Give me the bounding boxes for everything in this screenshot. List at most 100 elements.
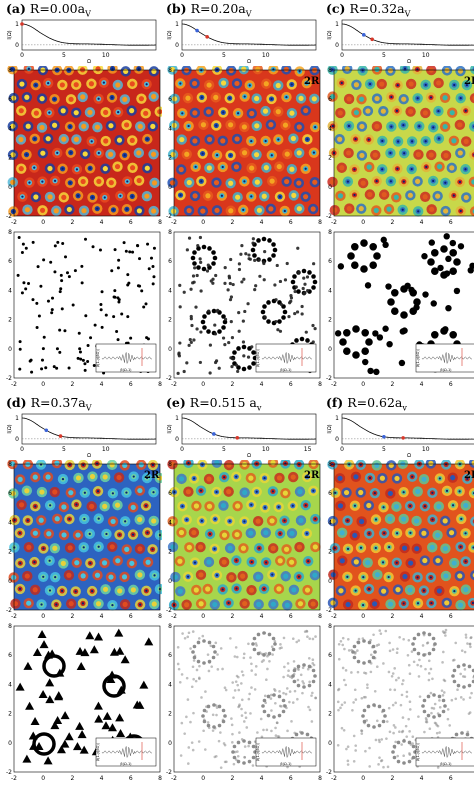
blue-marker (44, 429, 48, 433)
intensity-curve (182, 24, 316, 45)
inset-xlabel: β(Ω-1) (440, 762, 452, 766)
pattern-xtick: -2 (11, 775, 17, 782)
curve-ytick: 0 (335, 42, 339, 49)
pattern-xtick: -2 (171, 381, 177, 388)
pattern-ytick: 0 (328, 346, 332, 353)
pattern-xtick: 0 (201, 775, 205, 782)
pattern-xtick: 2 (230, 381, 234, 388)
pattern-ytick: 8 (8, 623, 12, 630)
radius-value: R=0.37a (31, 395, 86, 410)
map-ytick: 4 (168, 125, 172, 132)
pattern-xtick: 0 (201, 381, 205, 388)
map-ytick: 4 (168, 519, 172, 526)
map-ytick: 8 (8, 461, 12, 468)
map-xtick: 6 (129, 219, 133, 226)
map-ytick: 8 (8, 67, 12, 74)
inset-ylabel: β(1-y(βO)) (256, 742, 260, 761)
pattern-xtick: 0 (361, 775, 365, 782)
pattern-xtick: 8 (318, 775, 322, 782)
inset-xlabel: β(Ω-1) (440, 368, 452, 372)
map-ytick: 2 (328, 549, 332, 556)
pattern-ytick: 2 (168, 711, 172, 718)
curve-xtick: 5 (62, 446, 66, 453)
blue-marker (362, 33, 366, 37)
panel-label: (e) (166, 395, 186, 410)
map-ytick: -2 (6, 607, 12, 614)
map-ytick: 2 (8, 155, 12, 162)
map-ytick: 0 (328, 184, 332, 191)
red-marker (235, 436, 239, 440)
pattern-xtick: 2 (70, 775, 74, 782)
pattern-ytick: -2 (326, 769, 332, 776)
pattern-xtick: 4 (100, 381, 104, 388)
blue-marker (382, 435, 386, 439)
curve-xtick: 0 (20, 446, 24, 453)
map-xtick: 4 (260, 219, 264, 226)
map-xtick: 8 (158, 613, 162, 620)
map-ytick: 8 (168, 461, 172, 468)
pattern-ytick: -2 (166, 375, 172, 382)
pattern-xtick: 6 (449, 775, 453, 782)
map-xtick: 0 (41, 219, 45, 226)
radius-value: R=0.515 a (190, 395, 257, 410)
red-marker (59, 434, 63, 438)
map-ytick: 0 (328, 578, 332, 585)
red-marker (370, 37, 374, 41)
panel-label: (b) (166, 1, 187, 16)
pattern-ytick: 0 (168, 346, 172, 353)
curve-xtick: 5 (222, 446, 226, 453)
diameter-annotation: 2R (464, 470, 474, 481)
pattern-ytick: 2 (328, 711, 332, 718)
pattern-xtick: 4 (260, 775, 264, 782)
map-ytick: 0 (8, 578, 12, 585)
curve-ytick: 0 (15, 436, 19, 443)
map-ytick: 6 (8, 96, 12, 103)
map-xtick: 0 (41, 613, 45, 620)
pattern-xtick: -2 (171, 775, 177, 782)
curve-xlabel: Ω (247, 59, 251, 65)
pattern-ytick: 8 (328, 229, 332, 236)
pattern-ytick: 8 (168, 229, 172, 236)
inset-xlabel: β(Ω-1) (280, 368, 292, 372)
curve-xtick: 15 (304, 446, 312, 453)
curve-ytick: 1 (175, 21, 179, 28)
inset-ylabel: β(1-y(βO)) (96, 742, 100, 761)
curve-xtick: 0 (180, 446, 184, 453)
map-xtick: -2 (171, 613, 177, 620)
inset-xlabel: β(Ω-1) (280, 762, 292, 766)
intensity-curve (22, 24, 156, 45)
pattern-xtick: 2 (390, 775, 394, 782)
pattern-ytick: 4 (328, 287, 332, 294)
pattern-xtick: 8 (318, 381, 322, 388)
curve-ytick: 1 (15, 21, 19, 28)
map-ytick: 8 (168, 67, 172, 74)
pattern-xtick: 6 (129, 775, 133, 782)
map-xtick: 6 (289, 613, 293, 620)
map-xtick: -2 (171, 219, 177, 226)
curve-ytick: 0 (335, 436, 339, 443)
curve-xlabel: Ω (247, 453, 251, 459)
curve-ytick: 1 (15, 415, 19, 422)
pattern-ytick: 4 (328, 681, 332, 688)
pattern-xtick: 6 (449, 381, 453, 388)
map-xtick: -2 (11, 219, 17, 226)
map-xtick: 0 (201, 219, 205, 226)
curve-xtick: 10 (262, 52, 270, 59)
panel-label: (a) (6, 1, 26, 16)
pattern-ytick: 0 (328, 740, 332, 747)
curve-ylabel: I(Ω) (167, 30, 173, 39)
pattern-ytick: 6 (328, 258, 332, 265)
pattern-ytick: 2 (328, 317, 332, 324)
inset-xlabel: β(Ω-1) (120, 368, 132, 372)
pattern-xtick: 2 (70, 381, 74, 388)
pattern-xtick: 8 (158, 381, 162, 388)
inset-xlabel: β(Ω-1) (120, 762, 132, 766)
map-ytick: 2 (168, 549, 172, 556)
diameter-annotation: 2R (464, 76, 474, 87)
diameter-annotation: 2R (304, 76, 320, 87)
curve-xtick: 5 (382, 52, 386, 59)
pattern-ytick: 6 (168, 258, 172, 265)
